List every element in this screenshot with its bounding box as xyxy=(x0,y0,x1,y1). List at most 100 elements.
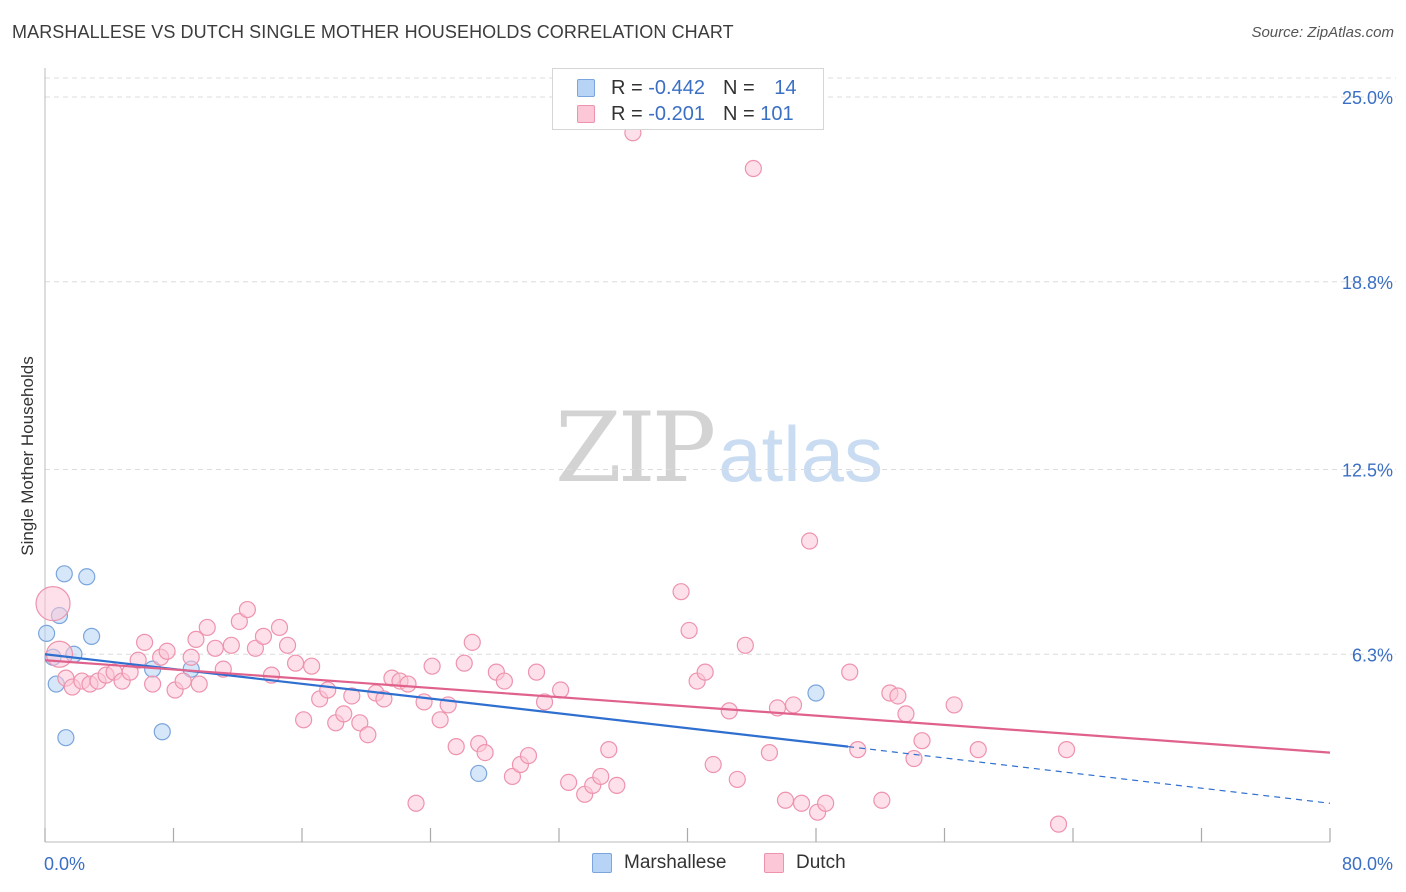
point-dutch xyxy=(527,663,546,681)
point-dutch xyxy=(407,794,425,812)
point-dutch xyxy=(560,773,578,792)
point-dutch xyxy=(187,630,205,648)
point-dutch xyxy=(744,159,762,178)
point-dutch xyxy=(969,741,987,759)
point-dutch xyxy=(535,693,554,711)
point-dutch xyxy=(351,714,369,732)
point-dutch xyxy=(704,755,722,774)
legend-swatch-dutch xyxy=(577,105,595,123)
point-dutch xyxy=(182,648,200,666)
point-dutch xyxy=(230,612,248,631)
y-tick-label: 6.3% xyxy=(1352,645,1393,665)
watermark-atlas: atlas xyxy=(718,410,883,498)
point-dutch xyxy=(873,791,891,809)
point-dutch xyxy=(736,636,754,654)
point-dutch xyxy=(270,618,289,637)
point-dutch xyxy=(945,696,963,714)
legend-n-value: 14 xyxy=(774,77,797,99)
point-dutch xyxy=(278,636,297,654)
point-dutch xyxy=(495,672,513,690)
point-dutch xyxy=(144,675,162,693)
point-dutch xyxy=(359,726,377,744)
bottom-legend-label-dutch: Dutch xyxy=(796,852,846,873)
legend-r-label: R = xyxy=(611,77,649,99)
point-dutch xyxy=(776,791,795,809)
point-dutch xyxy=(552,681,570,699)
trend-extension-marshallese xyxy=(848,746,1331,804)
point-dutch xyxy=(897,705,915,723)
point-dutch xyxy=(672,583,690,601)
legend-r-value: -0.201 xyxy=(648,103,705,125)
point-dutch xyxy=(254,627,273,645)
point-dutch xyxy=(913,732,931,750)
point-dutch xyxy=(792,794,811,812)
point-dutch xyxy=(760,743,779,762)
point-dutch xyxy=(238,600,256,619)
point-dutch xyxy=(423,657,441,675)
point-marshallese xyxy=(470,764,488,783)
point-dutch xyxy=(335,705,353,723)
point-dutch xyxy=(608,776,626,794)
point-dutch xyxy=(592,767,610,786)
point-dutch xyxy=(206,639,224,657)
point-dutch xyxy=(198,618,216,637)
legend-n-label: N = xyxy=(722,77,761,99)
point-dutch xyxy=(222,636,240,654)
trend-line-dutch xyxy=(44,659,1331,754)
bottom-legend-swatch-marshallese xyxy=(592,853,612,873)
point-dutch xyxy=(174,672,192,690)
legend-r-label: R = xyxy=(611,103,649,125)
point-dutch xyxy=(286,654,305,672)
point-marshallese xyxy=(153,723,171,741)
zipatlas-watermark: ZIPatlas xyxy=(555,400,883,497)
point-dutch xyxy=(35,585,71,622)
point-dutch xyxy=(463,633,481,651)
point-dutch xyxy=(600,741,618,759)
point-dutch xyxy=(1049,815,1068,833)
point-dutch xyxy=(696,663,714,681)
correlation-legend: R = -0.442 N = 14 R = -0.201 N = 101 xyxy=(552,68,824,130)
point-dutch xyxy=(519,746,538,765)
point-dutch xyxy=(889,687,907,705)
legend-text-marshallese: R = -0.442 N = 14 xyxy=(611,77,796,100)
y-tick-label: 18.8% xyxy=(1342,273,1393,293)
point-dutch xyxy=(295,711,313,729)
chart-title: MARSHALLESE VS DUTCH SINGLE MOTHER HOUSE… xyxy=(12,22,734,42)
x-tick-label: 0.0% xyxy=(44,854,85,874)
legend-n-label: N = xyxy=(722,103,761,125)
watermark-zip: ZIP xyxy=(555,392,716,504)
chart-source: Source: ZipAtlas.com xyxy=(1251,24,1394,41)
y-tick-label: 25.0% xyxy=(1342,88,1393,108)
point-dutch xyxy=(800,532,819,550)
point-dutch xyxy=(399,675,417,693)
point-dutch xyxy=(135,633,154,651)
point-dutch xyxy=(503,767,522,786)
point-dutch xyxy=(841,663,859,681)
legend-n-value: 101 xyxy=(760,103,794,125)
point-dutch xyxy=(849,741,867,759)
point-dutch xyxy=(1057,741,1076,759)
legend-text-dutch: R = -0.201 N = 101 xyxy=(611,103,794,126)
point-dutch xyxy=(158,642,176,660)
point-dutch xyxy=(447,738,465,756)
point-dutch xyxy=(817,794,835,812)
point-marshallese xyxy=(55,565,73,583)
point-dutch xyxy=(246,639,265,657)
point-dutch xyxy=(375,690,393,708)
point-dutch xyxy=(303,657,321,675)
legend-swatch-marshallese xyxy=(577,79,595,97)
point-dutch xyxy=(784,696,803,714)
point-dutch xyxy=(343,687,361,705)
point-marshallese xyxy=(82,627,101,645)
point-dutch xyxy=(476,743,494,762)
point-dutch xyxy=(190,675,208,693)
point-dutch xyxy=(680,621,698,640)
point-dutch xyxy=(728,770,746,789)
point-dutch xyxy=(905,749,923,768)
point-dutch xyxy=(455,654,473,672)
bottom-legend-swatch-dutch xyxy=(764,853,784,873)
point-marshallese xyxy=(57,729,75,747)
point-marshallese xyxy=(38,624,56,643)
point-dutch xyxy=(319,681,337,699)
